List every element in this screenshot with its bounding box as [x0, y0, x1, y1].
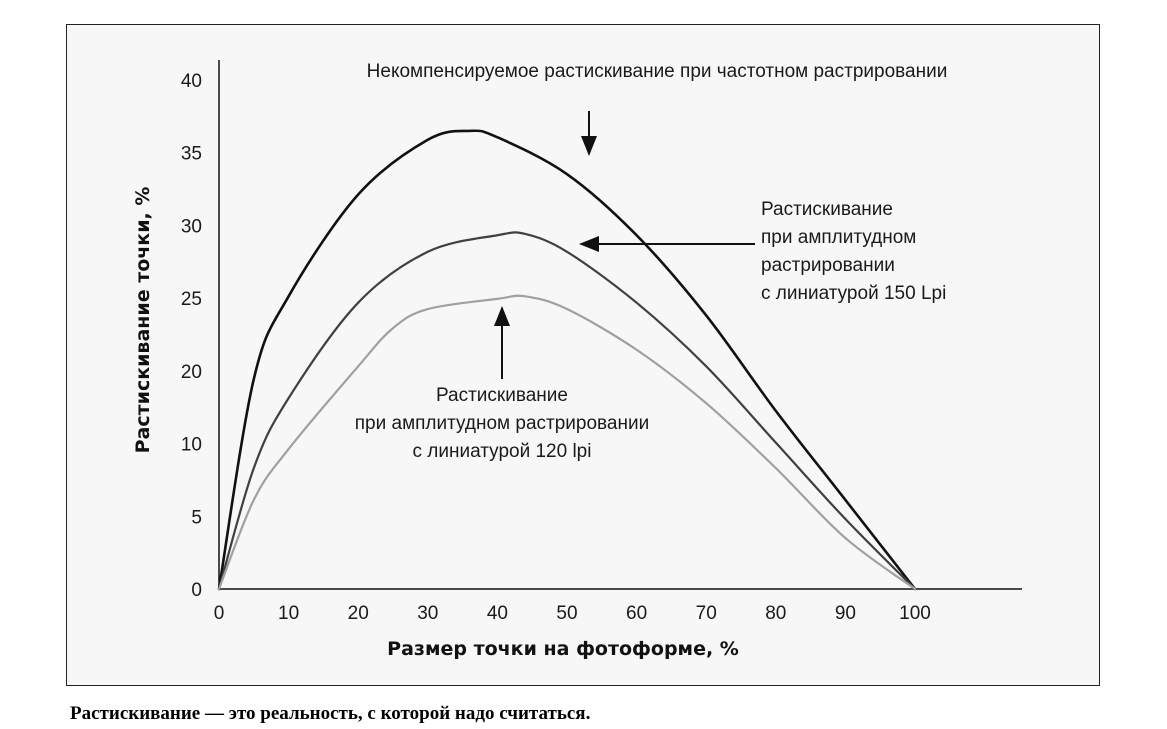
y-tick-label: 40 [181, 71, 202, 92]
x-tick-label: 40 [487, 603, 508, 624]
x-tick-label: 90 [835, 603, 856, 624]
x-tick-label: 30 [417, 603, 438, 624]
x-tick-label: 100 [899, 603, 931, 624]
x-tick-label: 60 [626, 603, 647, 624]
series-line-am120 [217, 294, 917, 591]
figure-caption: Растискивание — это реальность, с которо… [70, 703, 591, 724]
x-tick-label: 70 [696, 603, 717, 624]
y-tick-label: 25 [181, 289, 202, 310]
x-axis-title: Размер точки на фотоформе, % [387, 638, 739, 660]
x-tick-label: 20 [348, 603, 369, 624]
annotation-stochastic: Некомпенсируемое растискивание при часто… [367, 61, 948, 156]
annotation-am150: Растискивание при амплитудном растрировани… [579, 199, 946, 304]
x-tick-label: 0 [214, 603, 225, 624]
y-tick-label: 0 [191, 580, 202, 601]
annotation-line: растрировании [761, 255, 895, 276]
y-tick-label: 30 [181, 216, 202, 237]
annotation-line: с линиатурой 120 lpi [413, 441, 592, 462]
line-chart: 0 10 20 30 40 50 60 70 80 90 100 0 5 10 20 25 30 35 40 Нек… [132, 60, 1022, 660]
chart-panel: 0 10 20 30 40 50 60 70 80 90 100 0 5 10 20 25 30 35 40 Нек… [66, 24, 1100, 686]
annotation-line: Растискивание [761, 199, 893, 220]
y-tick-label: 5 [191, 507, 202, 528]
y-tick-label: 35 [181, 144, 202, 165]
annotation-line: при амплитудном растрировании [355, 413, 649, 434]
y-axis-title: Растискивание точки, % [132, 187, 154, 454]
series-line-am150 [217, 231, 917, 591]
y-tick-label: 20 [181, 362, 202, 383]
series-line-stochastic [217, 129, 917, 591]
x-tick-label: 50 [556, 603, 577, 624]
annotation-line: с линиатурой 150 Lpi [761, 283, 946, 304]
annotation-am120: Растискивание при амплитудном растрирован… [355, 306, 649, 462]
annotation-line: при амплитудном [761, 227, 916, 248]
x-tick-label: 80 [765, 603, 786, 624]
annotation-line: Некомпенсируемое растискивание при часто… [367, 61, 948, 82]
annotation-line: Растискивание [436, 385, 568, 406]
x-tick-label: 10 [278, 603, 299, 624]
y-tick-label: 10 [181, 435, 202, 456]
